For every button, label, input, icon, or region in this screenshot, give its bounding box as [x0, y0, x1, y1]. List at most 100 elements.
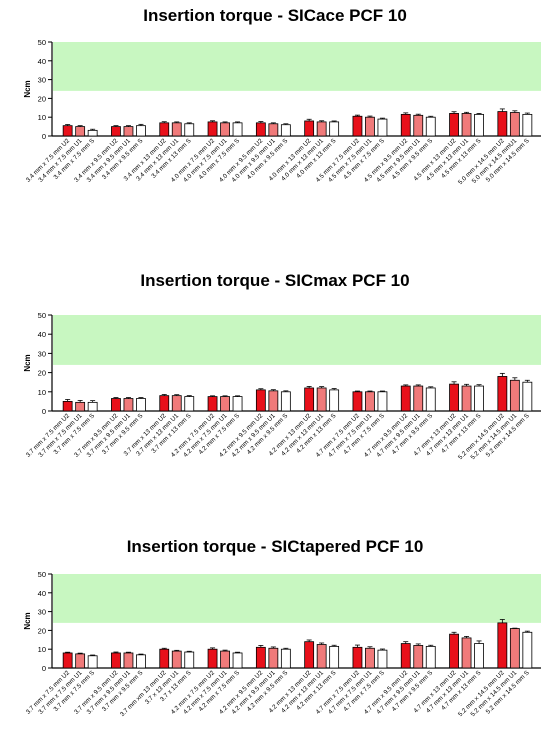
bar: [365, 647, 375, 669]
bar: [171, 395, 182, 412]
bar: [184, 123, 195, 137]
y-tick-label: 30: [38, 76, 46, 85]
bar: [207, 396, 218, 412]
bar: [449, 383, 459, 412]
bar: [280, 124, 291, 137]
chart-title: Insertion torque - SICtapered PCF 10: [126, 537, 424, 556]
bar: [400, 385, 411, 412]
bar: [268, 390, 279, 412]
y-tick-label: 0: [42, 407, 46, 416]
y-tick-label: 0: [42, 132, 46, 141]
bar: [220, 650, 230, 669]
bar: [497, 622, 508, 669]
bar: [255, 122, 266, 137]
bar: [522, 631, 533, 669]
bar: [136, 398, 146, 412]
bar: [522, 113, 533, 137]
y-tick-label: 10: [38, 388, 46, 397]
bar: [255, 389, 266, 412]
chart-panel-sicmax: Insertion torque - SICmax PCF 10 0 10 20 30…: [0, 267, 550, 514]
bar: [207, 648, 218, 669]
y-tick-label: 50: [38, 38, 46, 47]
bar: [280, 648, 291, 669]
y-tick-label: 40: [38, 330, 46, 339]
reference-band: [53, 315, 541, 365]
y-tick-label: 20: [38, 626, 46, 635]
bar: [123, 126, 134, 137]
bar: [232, 122, 243, 137]
bar: [413, 114, 424, 137]
reference-band: [53, 42, 541, 91]
bar: [474, 385, 484, 412]
y-tick-label: 40: [38, 589, 46, 598]
bar: [75, 653, 86, 669]
bar: [497, 111, 508, 137]
chart-title: Insertion torque - SICmax PCF 10: [140, 271, 410, 290]
bar: [461, 637, 472, 669]
bar: [304, 641, 315, 669]
bar: [365, 391, 375, 412]
bar: [159, 395, 170, 412]
bar: [87, 129, 98, 137]
bar: [352, 391, 363, 412]
bar: [232, 396, 243, 412]
bar: [497, 376, 508, 412]
bar: [522, 381, 533, 412]
bar: [425, 645, 436, 669]
y-axis-label: Ncm: [23, 612, 32, 629]
bar: [136, 654, 146, 669]
bar: [62, 125, 73, 137]
bar: [171, 122, 182, 137]
bar: [184, 396, 195, 412]
y-tick-label: 20: [38, 369, 46, 378]
y-tick-label: 40: [38, 57, 46, 66]
y-tick-label: 50: [38, 570, 46, 579]
bar: [400, 113, 411, 137]
bar: [207, 121, 218, 137]
bar: [425, 387, 436, 412]
chart-panel-sictapered: Insertion torque - SICtapered PCF 10 0 10…: [0, 530, 550, 741]
bar: [365, 116, 375, 137]
bar: [171, 650, 182, 669]
bar: [87, 401, 98, 412]
bar: [87, 655, 98, 669]
y-axis-label: Ncm: [23, 354, 32, 371]
bar: [220, 122, 230, 137]
bar: [255, 646, 266, 669]
bar: [220, 396, 230, 412]
bar: [62, 400, 73, 412]
bar: [509, 112, 520, 137]
bar: [461, 113, 472, 137]
bar: [329, 389, 340, 412]
bar: [509, 379, 520, 412]
bar: [268, 123, 279, 137]
chart-title: Insertion torque - SICace PCF 10: [143, 6, 407, 25]
bar: [413, 645, 424, 669]
bar: [474, 643, 484, 669]
y-axis-label: Ncm: [23, 80, 32, 97]
bar: [268, 647, 279, 669]
bar: [449, 113, 459, 137]
bar: [111, 398, 121, 412]
bar: [123, 398, 134, 412]
bar: [62, 652, 73, 669]
bar: [377, 649, 388, 669]
bar: [352, 646, 363, 669]
bar: [111, 652, 121, 669]
bar: [377, 118, 388, 137]
y-tick-label: 0: [42, 664, 46, 673]
bar: [136, 125, 146, 137]
bar: [316, 644, 327, 669]
bar: [232, 652, 243, 669]
bar: [75, 401, 86, 412]
y-tick-label: 30: [38, 608, 46, 617]
bar: [461, 385, 472, 412]
bar: [159, 122, 170, 137]
bar: [316, 121, 327, 137]
y-tick-label: 10: [38, 113, 46, 122]
chart-panel-sicace: Insertion torque - SICace PCF 10 0 10 20 30…: [0, 0, 550, 247]
bar: [425, 116, 436, 137]
